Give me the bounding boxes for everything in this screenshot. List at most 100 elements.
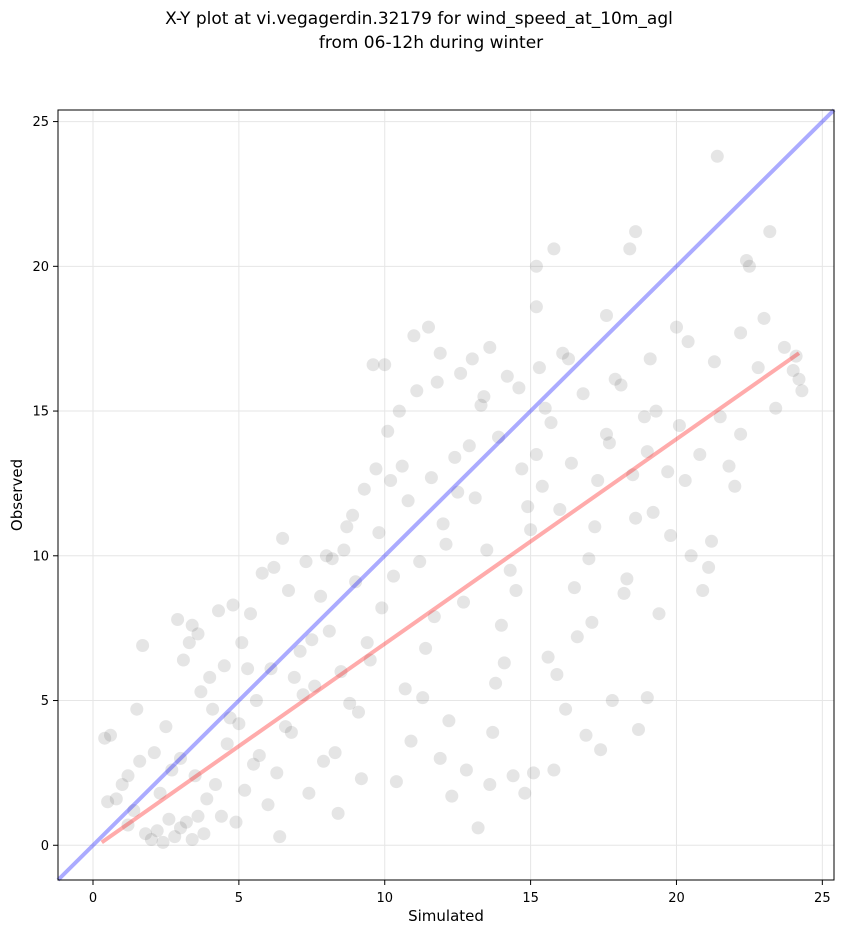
data-point bbox=[115, 778, 129, 791]
data-point bbox=[427, 610, 441, 624]
data-point bbox=[150, 824, 164, 838]
data-point bbox=[678, 474, 692, 487]
data-point bbox=[684, 549, 698, 563]
data-point bbox=[661, 465, 675, 479]
data-point bbox=[564, 456, 578, 470]
data-point bbox=[538, 401, 552, 415]
data-point bbox=[349, 575, 363, 589]
data-point bbox=[340, 520, 354, 534]
data-point bbox=[553, 503, 567, 516]
data-point bbox=[109, 792, 123, 806]
data-point bbox=[185, 833, 199, 846]
data-point bbox=[433, 751, 447, 765]
data-point bbox=[101, 795, 115, 809]
data-point bbox=[585, 615, 599, 629]
data-point bbox=[407, 329, 421, 343]
data-point bbox=[497, 656, 511, 670]
data-point bbox=[305, 633, 319, 647]
data-point bbox=[384, 474, 398, 487]
data-point bbox=[500, 369, 514, 383]
data-point bbox=[600, 427, 613, 441]
data-point bbox=[188, 769, 202, 783]
y-tick-label: 15 bbox=[32, 405, 49, 420]
data-point bbox=[267, 560, 281, 574]
data-point bbox=[293, 644, 307, 658]
data-point bbox=[617, 586, 631, 600]
data-point bbox=[212, 604, 225, 618]
data-point bbox=[550, 668, 564, 681]
data-point bbox=[457, 595, 470, 609]
data-point bbox=[529, 300, 543, 314]
series-line bbox=[56, 108, 836, 882]
data-point bbox=[419, 641, 433, 655]
data-point bbox=[378, 358, 392, 372]
data-point bbox=[422, 320, 435, 334]
data-point bbox=[492, 430, 505, 444]
data-point bbox=[229, 815, 243, 829]
data-point bbox=[637, 410, 651, 424]
data-point bbox=[226, 598, 240, 612]
data-point bbox=[532, 361, 546, 375]
data-point bbox=[395, 459, 409, 473]
data-point bbox=[121, 769, 135, 783]
data-point bbox=[197, 827, 211, 841]
chart-title: X-Y plot at vi.vegagerdin.32179 for wind… bbox=[165, 9, 673, 29]
data-point bbox=[270, 766, 284, 780]
data-point bbox=[296, 688, 310, 702]
data-point bbox=[763, 225, 777, 239]
y-tick-label: 10 bbox=[32, 549, 49, 564]
data-point bbox=[620, 572, 634, 586]
data-point bbox=[404, 734, 418, 748]
data-point bbox=[664, 529, 678, 542]
data-point bbox=[206, 702, 220, 716]
data-point bbox=[646, 505, 660, 519]
data-point bbox=[381, 424, 395, 438]
data-point bbox=[489, 676, 503, 690]
data-point bbox=[544, 416, 558, 430]
data-point bbox=[322, 624, 336, 638]
data-point bbox=[337, 543, 351, 557]
data-point bbox=[346, 508, 360, 522]
data-point bbox=[576, 387, 590, 401]
data-point bbox=[247, 757, 260, 771]
grid bbox=[58, 110, 834, 880]
data-point bbox=[567, 581, 581, 595]
data-point bbox=[734, 427, 748, 441]
y-axis: 0 5 10 15 20 25 bbox=[32, 115, 58, 854]
data-point bbox=[159, 720, 173, 734]
data-point bbox=[769, 401, 783, 415]
data-point bbox=[696, 584, 710, 597]
data-point bbox=[261, 798, 275, 812]
data-point bbox=[608, 372, 622, 386]
data-point bbox=[121, 818, 135, 832]
data-point bbox=[600, 309, 613, 322]
data-point bbox=[127, 804, 141, 817]
data-point bbox=[334, 665, 348, 679]
data-point bbox=[424, 471, 438, 485]
y-tick-label: 25 bbox=[32, 115, 49, 130]
data-point bbox=[162, 812, 176, 826]
data-point bbox=[792, 372, 806, 386]
data-point bbox=[179, 815, 193, 829]
chart-subtitle: from 06-12h during winter bbox=[319, 33, 543, 53]
data-point bbox=[529, 448, 543, 461]
data-point bbox=[171, 613, 185, 626]
data-point bbox=[509, 584, 523, 597]
data-point bbox=[524, 523, 538, 537]
x-tick-label: 15 bbox=[522, 891, 539, 906]
y-tick-label: 0 bbox=[41, 839, 49, 854]
data-point bbox=[486, 725, 500, 739]
x-tick-label: 25 bbox=[814, 891, 831, 906]
data-point bbox=[591, 474, 605, 487]
data-point bbox=[594, 743, 608, 757]
data-point bbox=[465, 352, 479, 366]
data-point bbox=[442, 714, 456, 728]
data-point bbox=[786, 364, 800, 377]
data-point bbox=[252, 749, 266, 762]
data-point bbox=[98, 731, 112, 745]
data-point bbox=[104, 728, 117, 742]
data-point bbox=[483, 340, 497, 354]
plot-background bbox=[58, 110, 834, 880]
data-point bbox=[480, 543, 494, 557]
data-point bbox=[640, 445, 654, 459]
